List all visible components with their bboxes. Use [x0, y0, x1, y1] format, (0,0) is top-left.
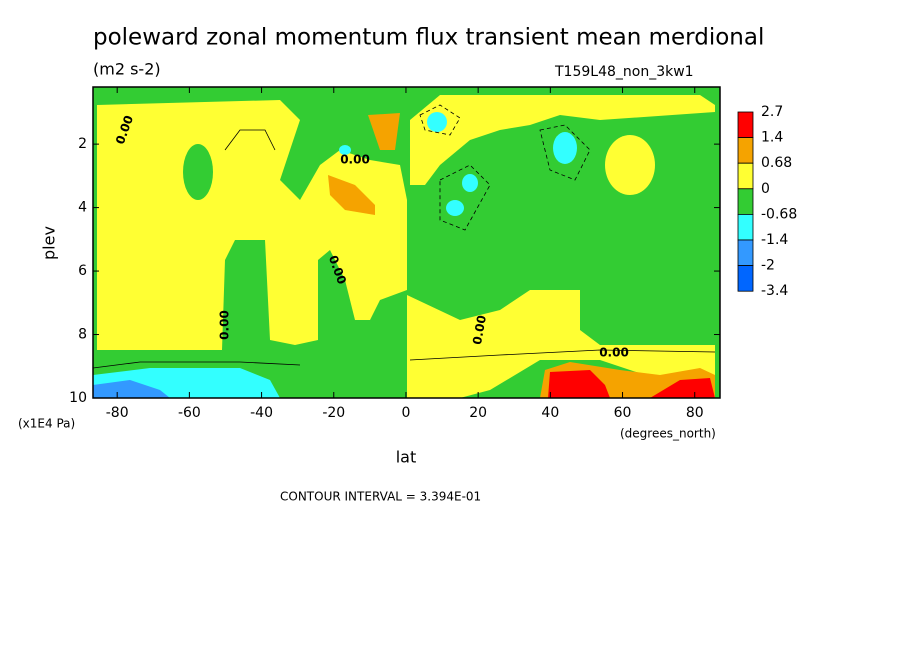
region: [183, 144, 213, 200]
colorbar-label: -0.68: [761, 206, 797, 222]
region: [97, 100, 407, 350]
x-tick-label: -40: [250, 405, 273, 421]
colorbar-label: -2: [761, 258, 775, 274]
region: [93, 380, 170, 398]
y-tick-label: 6: [78, 263, 87, 279]
region: [339, 145, 351, 155]
region: [407, 290, 715, 398]
region: [650, 378, 715, 398]
x-axis-label: lat: [396, 448, 417, 467]
contour-label: 0.00: [599, 346, 629, 360]
contour-label: 0.00: [218, 310, 232, 340]
region: [410, 95, 715, 185]
x-tick-label: -60: [178, 405, 201, 421]
contour-line: [92, 129, 716, 369]
region: [328, 175, 375, 215]
y-axis-label: plev: [40, 226, 59, 260]
region: [446, 200, 464, 216]
x-tick-label: 60: [614, 405, 632, 421]
x-tick-label: 80: [686, 405, 704, 421]
region: [553, 132, 577, 164]
colorbar-label: -1.4: [761, 232, 788, 248]
contour-field: [92, 86, 721, 399]
region: [427, 112, 447, 132]
x-tick-label: -80: [106, 405, 129, 421]
y-units: (x1E4 Pa): [18, 417, 75, 431]
y-tick-label: 8: [78, 327, 87, 343]
plot-frame: [92, 86, 721, 399]
y-tick-label: 4: [78, 200, 87, 216]
dataset-label: T159L48_non_3kw1: [554, 64, 694, 80]
colorbar-box: [737, 111, 754, 139]
colorbar-box: [737, 162, 754, 190]
contour-label: 0.00: [340, 153, 370, 167]
x-tick-label: 40: [541, 405, 559, 421]
colorbar-label: 1.4: [761, 130, 783, 146]
x-tick-label: 0: [401, 405, 410, 421]
colorbar-label: 2.7: [761, 104, 783, 120]
x-tick-label: 20: [469, 405, 487, 421]
region: [368, 113, 400, 150]
colorbar-label: -3.4: [761, 283, 788, 299]
chart-title: poleward zonal momentum flux transient m…: [93, 25, 764, 51]
y-tick-label: 10: [69, 390, 87, 406]
colorbar-box: [737, 213, 754, 241]
x-tick-label: -20: [322, 405, 345, 421]
contour-label: 0.00: [470, 314, 489, 346]
subtitle: (m2 s-2): [93, 60, 161, 79]
y-tick-label: 2: [78, 136, 87, 152]
region: [462, 174, 478, 192]
colorbar-box: [737, 188, 754, 215]
colorbar-box: [737, 239, 754, 267]
region: [605, 135, 655, 195]
region: [548, 370, 610, 398]
colorbar-label: 0.68: [761, 155, 792, 171]
colorbar-label: 0: [761, 181, 770, 197]
x-units: (degrees_north): [620, 427, 716, 441]
colorbar-box: [737, 137, 754, 164]
contour-line: [419, 104, 591, 231]
footnote: CONTOUR INTERVAL = 3.394E-01: [280, 490, 481, 504]
colorbar-box: [737, 265, 754, 292]
